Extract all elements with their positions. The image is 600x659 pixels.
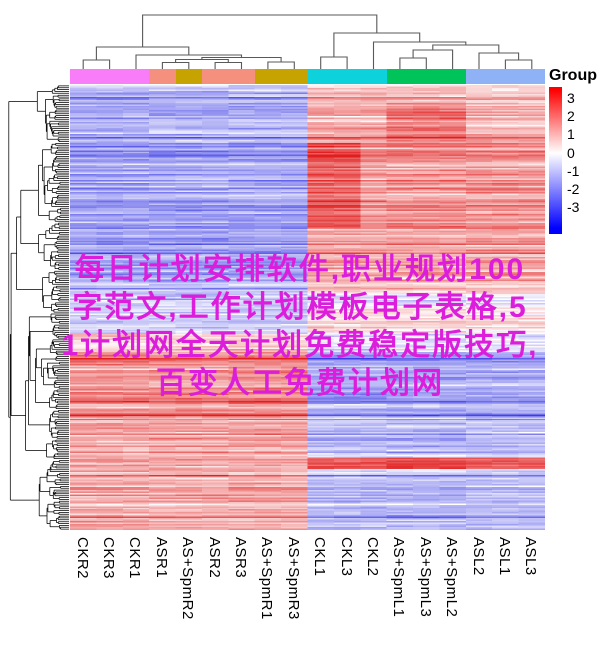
annotation-cell-AS+SpmL1 — [386, 69, 414, 84]
legend-tick-1: 1 — [567, 126, 575, 143]
annotation-cell-ASL3 — [518, 69, 546, 84]
heatmap-grid — [70, 85, 545, 530]
row-dendrogram — [8, 85, 69, 530]
column-annotation-bar — [70, 69, 546, 84]
annotation-cell-ASL2 — [465, 69, 493, 84]
column-label-ASL2: ASL2 — [469, 537, 487, 576]
annotation-cell-ASR3 — [228, 69, 256, 84]
column-label-ASL1: ASL1 — [495, 537, 513, 576]
watermark-line-2: 字范文,工作计划模板电子表格,5 — [72, 291, 528, 324]
annotation-cell-AS+SpmL3 — [413, 69, 440, 84]
annotation-cell-CKR1 — [122, 69, 150, 84]
annotation-cell-CKL1 — [307, 69, 335, 84]
column-label-AS+SpmL1: AS+SpmL1 — [390, 537, 408, 618]
column-label-ASR2: ASR2 — [205, 537, 223, 579]
annotation-cell-CKL2 — [360, 69, 388, 84]
column-label-CKR2: CKR2 — [73, 537, 91, 580]
annotation-cell-CKR2 — [70, 69, 97, 84]
annotation-cell-ASR1 — [149, 69, 177, 84]
legend-tick-2: 2 — [567, 108, 575, 125]
annotation-cell-AS+SpmL2 — [439, 69, 467, 84]
column-label-AS+SpmL3: AS+SpmL3 — [416, 537, 434, 618]
legend-tick--1: -1 — [567, 162, 580, 179]
column-label-AS+SpmR2: AS+SpmR2 — [179, 537, 197, 620]
annotation-cell-CKR3 — [96, 69, 124, 84]
column-label-AS+SpmL2: AS+SpmL2 — [443, 537, 461, 618]
annotation-cell-AS+SpmR3 — [281, 69, 308, 84]
annotation-cell-ASL1 — [492, 69, 520, 84]
column-label-ASR1: ASR1 — [152, 537, 170, 579]
annotation-title: Group — [549, 67, 597, 84]
watermark-line-4: 百变人工免费计划网 — [156, 367, 444, 400]
annotation-cell-CKL3 — [333, 69, 361, 84]
column-label-AS+SpmR3: AS+SpmR3 — [284, 537, 302, 620]
annotation-cell-AS+SpmR2 — [175, 69, 203, 84]
column-label-CKL3: CKL3 — [337, 537, 355, 577]
watermark-line-1: 每日计划安排软件,职业规划100 — [74, 253, 526, 286]
annotation-cell-AS+SpmR1 — [254, 69, 282, 84]
legend-tick-0: 0 — [567, 144, 575, 161]
column-label-CKR3: CKR3 — [100, 537, 118, 580]
watermark-text: 每日计划安排软件,职业规划100 字范文,工作计划模板电子表格,5 1计划网全天… — [0, 251, 600, 403]
column-dendrogram — [82, 14, 533, 69]
column-label-ASL3: ASL3 — [522, 537, 540, 576]
legend-tick--3: -3 — [567, 199, 580, 216]
column-label-AS+SpmR1: AS+SpmR1 — [258, 537, 276, 620]
legend-tick-3: 3 — [567, 90, 575, 106]
legend-colorbar — [549, 87, 562, 234]
column-label-CKL2: CKL2 — [363, 537, 381, 577]
legend-tick--2: -2 — [567, 181, 580, 197]
annotation-cell-ASR2 — [201, 69, 229, 84]
column-label-CKL1: CKL1 — [311, 537, 329, 577]
column-label-CKR1: CKR1 — [126, 537, 144, 580]
column-label-ASR3: ASR3 — [232, 537, 250, 579]
watermark-line-3: 1计划网全天计划免费稳定版技巧, — [61, 329, 539, 362]
